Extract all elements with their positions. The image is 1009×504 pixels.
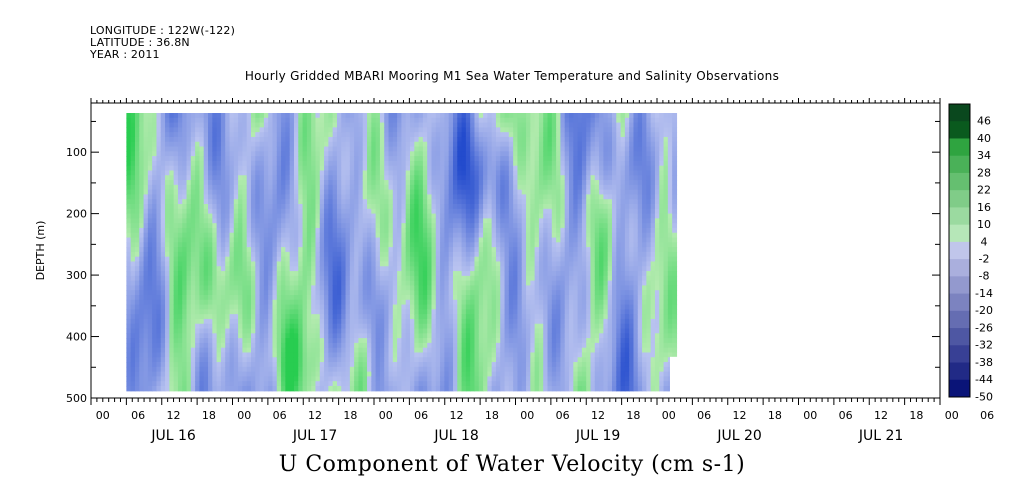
y-tick-label: 500 — [66, 392, 87, 405]
y-tick-label: 100 — [66, 146, 87, 159]
colorbar-label: 22 — [977, 184, 991, 197]
x-day-label: JUL 20 — [716, 428, 761, 444]
colorbar-segment — [949, 172, 970, 191]
colorbar-segment — [949, 121, 970, 139]
x-hour-label: 06 — [273, 409, 287, 422]
x-hour-label: 00 — [379, 409, 393, 422]
x-hour-label: 18 — [202, 409, 216, 422]
x-day-label: JUL 19 — [575, 428, 620, 444]
x-hour-label: 06 — [980, 409, 994, 422]
colorbar-segment — [949, 241, 970, 260]
colorbar-segment — [949, 138, 970, 157]
x-hour-label: 06 — [839, 409, 853, 422]
colorbar-segment — [949, 276, 970, 295]
x-hour-label: 06 — [556, 409, 570, 422]
x-hour-label: 00 — [96, 409, 110, 422]
colorbar-segment — [949, 190, 970, 208]
x-hour-label: 12 — [874, 409, 888, 422]
colorbar-label: 16 — [977, 201, 991, 214]
colorbar-segment — [949, 259, 970, 277]
x-hour-label: 00 — [945, 409, 959, 422]
colorbar-label: -38 — [975, 356, 993, 369]
y-axis-label: DEPTH (m) — [34, 221, 47, 281]
x-day-label: JUL 18 — [433, 428, 478, 444]
colorbar-label: -8 — [979, 270, 990, 283]
data-gap — [669, 356, 679, 392]
colorbar-label: 10 — [977, 218, 991, 231]
colorbar-label: -14 — [975, 287, 993, 300]
x-hour-label: 18 — [768, 409, 782, 422]
colorbar-frame — [948, 103, 971, 398]
chart-title: Hourly Gridded MBARI Mooring M1 Sea Wate… — [244, 69, 780, 83]
colorbar — [949, 104, 970, 398]
x-hour-label: 00 — [662, 409, 676, 422]
x-hour-label: 18 — [909, 409, 923, 422]
latitude-label: LATITUDE : 36.8N — [90, 36, 190, 49]
colorbar-label: 34 — [977, 149, 991, 162]
colorbar-label: -26 — [975, 321, 993, 334]
y-tick-label: 300 — [66, 269, 87, 282]
colorbar-label: -20 — [975, 304, 993, 317]
heatmap — [126, 113, 678, 392]
x-day-label: JUL 16 — [150, 428, 196, 444]
y-tick-label: 200 — [66, 208, 87, 221]
x-hour-label: 12 — [450, 409, 464, 422]
x-hour-label: 00 — [520, 409, 534, 422]
x-hour-label: 06 — [131, 409, 145, 422]
year-label: YEAR : 2011 — [90, 48, 160, 61]
colorbar-label: 40 — [977, 132, 991, 145]
x-axis-label: U Component of Water Velocity (cm s-1) — [278, 452, 746, 477]
x-hour-label: 06 — [697, 409, 711, 422]
colorbar-label: -50 — [975, 390, 993, 403]
x-hour-label: 12 — [591, 409, 605, 422]
x-hour-label: 18 — [343, 409, 357, 422]
colorbar-segment — [949, 293, 970, 312]
colorbar-segment — [949, 207, 970, 226]
colorbar-label: 4 — [981, 235, 988, 248]
x-hour-label: 18 — [626, 409, 640, 422]
colorbar-label: -32 — [975, 339, 993, 352]
colorbar-segment — [949, 345, 970, 364]
x-hour-label: 12 — [733, 409, 747, 422]
colorbar-segment — [949, 379, 970, 398]
colorbar-segment — [949, 104, 970, 122]
x-day-label: JUL 21 — [858, 428, 903, 444]
x-hour-label: 18 — [485, 409, 499, 422]
x-hour-label: 00 — [803, 409, 817, 422]
colorbar-label: 28 — [977, 166, 991, 179]
x-hour-label: 06 — [414, 409, 428, 422]
colorbar-label: -2 — [979, 253, 990, 266]
longitude-label: LONGITUDE : 122W(-122) — [90, 24, 236, 37]
y-tick-label: 400 — [66, 331, 87, 344]
colorbar-label: 46 — [977, 115, 991, 128]
colorbar-segment — [949, 224, 970, 243]
colorbar-label: -44 — [975, 373, 993, 386]
x-day-label: JUL 17 — [292, 428, 337, 444]
colorbar-segment — [949, 362, 970, 381]
colorbar-segment — [949, 310, 970, 329]
colorbar-segment — [949, 155, 970, 174]
x-hour-label: 12 — [167, 409, 181, 422]
x-hour-label: 12 — [308, 409, 322, 422]
colorbar-segment — [949, 328, 970, 346]
x-hour-label: 00 — [237, 409, 251, 422]
